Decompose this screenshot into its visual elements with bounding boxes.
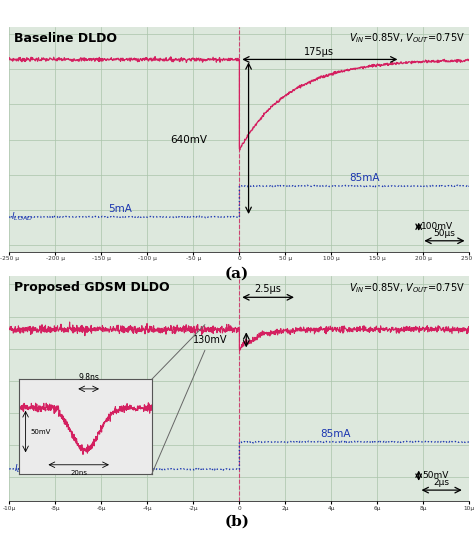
Text: $I_{LOAD}$: $I_{LOAD}$	[11, 211, 33, 223]
Text: 85mA: 85mA	[350, 173, 380, 183]
Text: (a): (a)	[225, 267, 249, 281]
Text: 100mV: 100mV	[421, 222, 454, 231]
Text: 85mA: 85mA	[320, 429, 350, 438]
Text: $I_{LOAD}$: $I_{LOAD}$	[14, 463, 36, 475]
Text: (b): (b)	[225, 514, 249, 528]
Text: $V_{IN}$=0.85V, $V_{OUT}$=0.75V: $V_{IN}$=0.85V, $V_{OUT}$=0.75V	[349, 31, 465, 46]
Text: 20ns: 20ns	[70, 469, 87, 475]
Text: 5mA: 5mA	[108, 204, 132, 214]
Text: 50mV: 50mV	[30, 429, 51, 435]
Text: Proposed GDSM DLDO: Proposed GDSM DLDO	[14, 281, 170, 294]
Text: 50μs: 50μs	[434, 229, 456, 238]
Text: 2.5μs: 2.5μs	[255, 284, 282, 294]
Text: 640mV: 640mV	[170, 134, 207, 145]
Text: $V_{IN}$=0.85V, $V_{OUT}$=0.75V: $V_{IN}$=0.85V, $V_{OUT}$=0.75V	[349, 281, 465, 295]
Text: 5mA: 5mA	[112, 456, 137, 466]
Text: 9.8ns: 9.8ns	[78, 373, 99, 382]
Text: 130mV: 130mV	[193, 335, 228, 345]
Text: 2μs: 2μs	[434, 478, 450, 487]
Text: 175μs: 175μs	[304, 47, 334, 56]
Text: 50mV: 50mV	[422, 471, 448, 480]
Text: Baseline DLDO: Baseline DLDO	[14, 31, 117, 44]
